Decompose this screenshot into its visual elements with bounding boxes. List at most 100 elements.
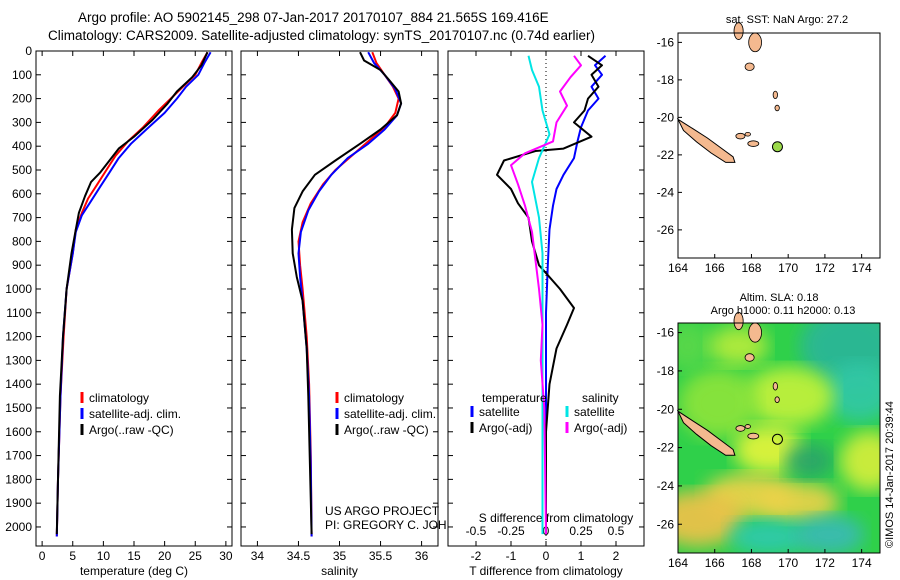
y-tick-label: 1200 xyxy=(5,330,32,344)
y-tick-label: 100 xyxy=(12,68,32,82)
x-tick-label: 10 xyxy=(97,549,111,563)
annotation-text: US ARGO PROJECT xyxy=(325,504,440,518)
x-tick-label: 30 xyxy=(219,549,233,563)
x-axis-label: temperature (deg C) xyxy=(80,564,188,578)
y-tick-label: -22 xyxy=(657,441,675,455)
y-tick-label: 500 xyxy=(12,163,32,177)
x-tick-label: 20 xyxy=(158,549,172,563)
x2-tick-label: -0.25 xyxy=(497,524,525,538)
sla-anomaly xyxy=(678,490,744,547)
land-island xyxy=(747,432,760,440)
x-tick-label: 168 xyxy=(741,556,761,570)
sla-anomaly xyxy=(678,368,759,439)
legend-label: satellite-adj. clim. xyxy=(89,407,181,421)
y-tick-label: 1600 xyxy=(5,425,32,439)
y-tick-label: 200 xyxy=(12,92,32,106)
land-island xyxy=(748,322,762,343)
land-island xyxy=(744,62,755,71)
y-tick-label: 900 xyxy=(12,258,32,272)
y-tick-label: -20 xyxy=(657,402,675,416)
land-island xyxy=(744,131,751,137)
sla-anomaly xyxy=(839,431,880,491)
temperature-panel: 0100200300400500600700800900100011001200… xyxy=(5,44,233,578)
sla-anomaly xyxy=(744,366,835,427)
land-island xyxy=(774,104,780,112)
y-tick-label: 1800 xyxy=(5,472,32,486)
land-island xyxy=(772,382,778,391)
x-tick-label: 172 xyxy=(815,556,835,570)
x-tick-label: 172 xyxy=(815,261,835,275)
x-tick-label: 0 xyxy=(39,549,46,563)
y-tick-label: 600 xyxy=(12,187,32,201)
land-island xyxy=(735,425,746,432)
land-island xyxy=(735,132,746,140)
x-tick-label: 170 xyxy=(778,556,798,570)
x-tick-label: 166 xyxy=(705,556,725,570)
x-tick-label: 35.5 xyxy=(369,549,393,563)
legend-group-title: salinity xyxy=(582,391,619,405)
land-island xyxy=(744,353,755,362)
y-tick-label: -24 xyxy=(657,185,675,199)
x-tick-label: 2 xyxy=(613,549,620,563)
x-tick-label: 174 xyxy=(852,556,872,570)
x-tick-label: 25 xyxy=(189,549,203,563)
x-tick-label: 36 xyxy=(415,549,429,563)
y-tick-label: 1700 xyxy=(5,449,32,463)
y-tick-label: 1000 xyxy=(5,282,32,296)
legend-label: Argo(-adj) xyxy=(574,421,627,435)
x2-tick-label: -0.5 xyxy=(466,524,487,538)
sla-map-frame xyxy=(677,322,881,554)
x-axis-label: T difference from climatology xyxy=(469,564,623,578)
land-island xyxy=(744,424,751,429)
y-tick-label: 0 xyxy=(25,44,32,58)
legend-label: Argo(..raw -QC) xyxy=(344,423,429,437)
difference-panel: -2 -1 0 1 2T difference from climatology S di… xyxy=(447,50,645,578)
x-tick-label: 164 xyxy=(668,556,688,570)
x-tick-label: -2 xyxy=(471,549,482,563)
y-tick-label: -16 xyxy=(657,35,675,49)
float-marker xyxy=(771,433,783,445)
y-tick-label: 1400 xyxy=(5,377,32,391)
legend-label: satellite xyxy=(574,405,615,419)
salinity-frame xyxy=(240,50,439,547)
land-island xyxy=(772,90,778,100)
y-tick-label: 800 xyxy=(12,234,32,248)
float-marker xyxy=(771,141,783,153)
y-tick-label: 1300 xyxy=(5,353,32,367)
y-tick-label: -26 xyxy=(657,223,675,237)
x-axis-label: salinity xyxy=(321,564,358,578)
sla-anomaly xyxy=(678,323,714,371)
y-tick-label: 700 xyxy=(12,211,32,225)
x-tick-label: 170 xyxy=(778,261,798,275)
legend-label: climatology xyxy=(344,391,404,405)
land-island xyxy=(774,396,780,403)
series-line xyxy=(55,51,209,535)
legend-label: climatology xyxy=(89,391,149,405)
map-title: Altim. SLA: 0.18 xyxy=(740,292,819,304)
x-tick-label: 15 xyxy=(127,549,141,563)
legend-label: Argo(..raw -QC) xyxy=(89,423,174,437)
y-tick-label: -26 xyxy=(657,517,675,531)
land-island xyxy=(747,140,760,147)
series-line xyxy=(510,55,582,535)
sla-field xyxy=(678,323,880,553)
x-tick-label: 168 xyxy=(741,261,761,275)
sla-map-panel: 164 166 168 170 172 174 -16 -18 -20 -22 -24 -26 Alti… xyxy=(657,292,881,570)
salinity-panel: 34 34.5 35 35.5 36 salinity climatology satelli… xyxy=(240,50,481,578)
y-tick-label: 1100 xyxy=(6,306,32,320)
legend-label: Argo(-adj) xyxy=(479,421,532,435)
x2-tick-label: 0.5 xyxy=(608,524,625,538)
temperature-frame xyxy=(35,50,233,547)
x-tick-label: 174 xyxy=(852,261,872,275)
sst-map-frame xyxy=(677,32,881,259)
y-tick-label: 2000 xyxy=(5,520,32,534)
x-tick-label: 35 xyxy=(333,549,347,563)
y-tick-label: -18 xyxy=(657,364,675,378)
annotation-text: PI: GREGORY C. JOHNSON xyxy=(325,518,481,532)
x-tick-label: 34.5 xyxy=(287,549,311,563)
header-line-1: Argo profile: AO 5902145_298 07-Jan-2017… xyxy=(78,10,549,25)
sla-anomaly xyxy=(759,482,840,523)
legend-label: satellite-adj. clim. xyxy=(344,407,436,421)
series-line xyxy=(545,55,607,535)
